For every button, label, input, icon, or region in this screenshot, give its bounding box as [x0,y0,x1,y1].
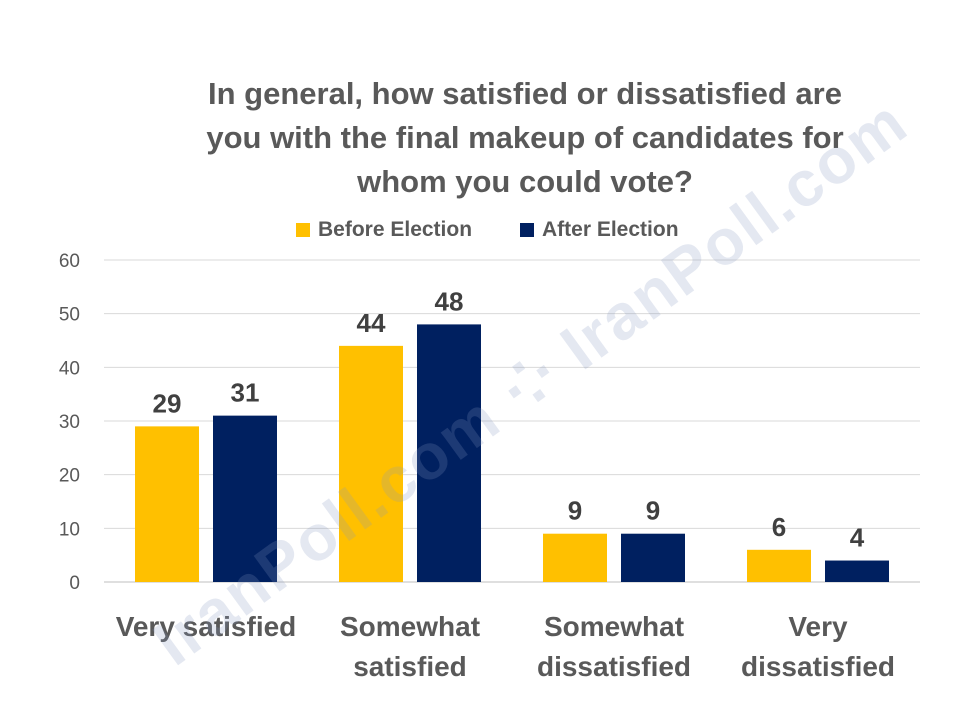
y-tick-label: 50 [59,305,80,326]
data-label: 31 [231,378,260,408]
data-label: 9 [646,496,660,526]
chart-title-line-3: whom you could vote? [357,164,693,199]
x-tick-label: Very [788,611,848,642]
legend-item-before: Before Election [296,218,472,242]
data-label: 44 [357,308,386,338]
y-tick-label: 60 [59,251,80,272]
x-tick-label: dissatisfied [537,651,691,682]
bar [213,415,277,582]
x-tick-label: dissatisfied [741,651,895,682]
x-tick-label: Somewhat [544,611,684,642]
y-tick-label: 30 [59,412,80,433]
chart-legend: Before Election After Election [0,218,960,248]
data-label: 6 [772,512,786,542]
y-tick-label: 10 [59,519,80,540]
x-tick-label: satisfied [353,651,467,682]
chart-title-line-2: you with the final makeup of candidates … [206,120,844,155]
chart-title: In general, how satisfied or dissatisfie… [130,72,920,204]
bar [543,533,607,582]
y-tick-label: 20 [59,466,80,487]
bar [339,345,403,582]
y-tick-label: 0 [69,573,80,594]
legend-swatch-before [296,223,310,237]
bar [621,533,685,582]
legend-label-after: After Election [542,218,679,241]
x-tick-label: Very satisfied [116,611,297,642]
x-tick-label: Somewhat [340,611,480,642]
legend-item-after: After Election [520,218,679,242]
data-label: 4 [850,523,865,553]
bar [825,560,889,582]
bar [135,426,199,582]
data-label: 48 [435,286,464,316]
bar [417,324,481,582]
y-tick-label: 40 [59,358,80,379]
legend-swatch-after [520,223,534,237]
bar [747,549,811,582]
data-label: 29 [153,388,182,418]
chart-title-line-1: In general, how satisfied or dissatisfie… [208,76,842,111]
data-label: 9 [568,496,582,526]
legend-label-before: Before Election [318,218,473,241]
